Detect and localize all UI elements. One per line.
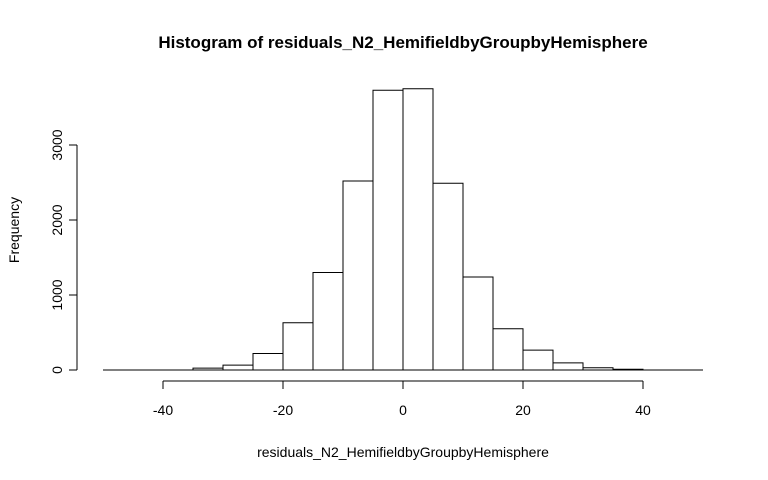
histogram-bar — [252, 353, 284, 371]
chart-title: Histogram of residuals_N2_HemifieldbyGro… — [158, 33, 647, 52]
y-tick-label: 0 — [49, 366, 65, 374]
bars-group — [103, 88, 703, 371]
y-tick-label: 2000 — [49, 204, 65, 235]
histogram-bar — [462, 276, 494, 371]
histogram-bar — [192, 367, 224, 371]
y-axis-label: Frequency — [6, 197, 22, 263]
x-axis-label: residuals_N2_HemifieldbyGroupbyHemispher… — [257, 444, 549, 460]
x-tick-label: 0 — [399, 402, 407, 418]
histogram-bar — [282, 322, 314, 371]
histogram-bar — [372, 89, 404, 371]
histogram-bar — [222, 364, 254, 371]
histogram-bar — [402, 88, 434, 371]
y-axis: 0 1000 2000 3000 — [49, 129, 78, 374]
histogram-bar — [582, 367, 614, 371]
histogram-bar — [522, 349, 554, 371]
y-tick-label: 1000 — [49, 279, 65, 310]
histogram-bar — [552, 362, 584, 371]
histogram-bar — [342, 180, 374, 371]
x-tick-label: 20 — [515, 402, 531, 418]
histogram-bar — [492, 328, 524, 371]
x-tick-label: -40 — [153, 402, 173, 418]
histogram-bar — [312, 272, 344, 371]
x-tick-label: 40 — [635, 402, 651, 418]
histogram-bar — [432, 182, 464, 371]
y-tick-label: 3000 — [49, 129, 65, 160]
x-axis: -40 -20 0 20 40 — [153, 380, 651, 418]
histogram-bar — [612, 368, 644, 371]
x-tick-label: -20 — [273, 402, 293, 418]
